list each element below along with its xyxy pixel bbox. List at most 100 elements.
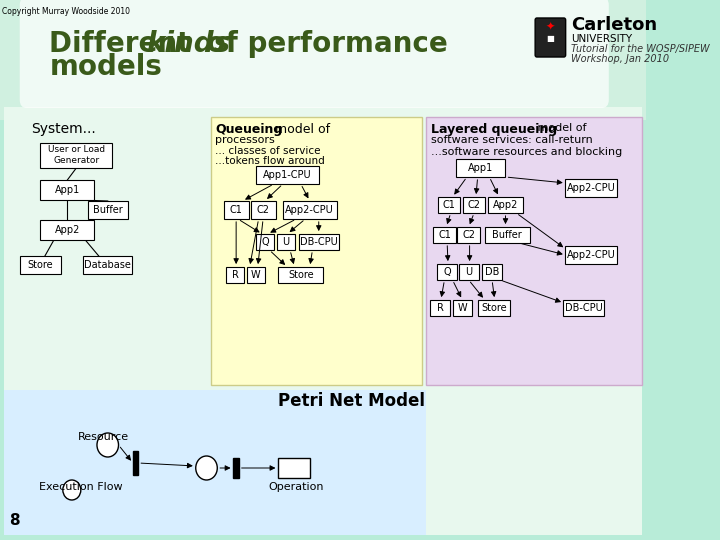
FancyBboxPatch shape <box>4 390 426 535</box>
FancyBboxPatch shape <box>453 300 472 316</box>
Text: processors: processors <box>215 135 275 145</box>
Text: model of: model of <box>271 123 330 136</box>
Text: Tutorial for the WOSP/SIPEW: Tutorial for the WOSP/SIPEW <box>571 44 710 54</box>
Text: ■: ■ <box>546 33 554 43</box>
FancyBboxPatch shape <box>247 267 265 283</box>
Text: Store: Store <box>27 260 53 270</box>
FancyBboxPatch shape <box>299 234 339 250</box>
Text: Carleton: Carleton <box>571 16 657 34</box>
FancyBboxPatch shape <box>256 234 274 250</box>
Text: C1: C1 <box>443 200 455 210</box>
Text: kinds: kinds <box>146 30 230 58</box>
Text: software services: call-return: software services: call-return <box>431 135 593 145</box>
Text: Q: Q <box>444 267 451 277</box>
Text: Store: Store <box>288 270 314 280</box>
FancyBboxPatch shape <box>482 264 502 280</box>
FancyBboxPatch shape <box>211 117 422 385</box>
Text: User or Load
Generator: User or Load Generator <box>48 145 105 165</box>
FancyBboxPatch shape <box>256 166 319 184</box>
Text: C2: C2 <box>256 205 269 215</box>
Text: ...tokens flow around: ...tokens flow around <box>215 156 325 166</box>
FancyBboxPatch shape <box>485 227 530 243</box>
FancyBboxPatch shape <box>88 201 128 219</box>
Text: App2-CPU: App2-CPU <box>285 205 334 215</box>
Text: U: U <box>465 267 472 277</box>
Text: Database: Database <box>84 260 131 270</box>
Text: App2-CPU: App2-CPU <box>567 183 615 193</box>
Text: Operation: Operation <box>269 482 324 492</box>
Text: DB-CPU: DB-CPU <box>300 237 338 247</box>
FancyBboxPatch shape <box>224 201 248 219</box>
Text: Q: Q <box>261 237 269 247</box>
FancyBboxPatch shape <box>463 197 485 213</box>
FancyBboxPatch shape <box>279 458 310 478</box>
FancyBboxPatch shape <box>478 300 510 316</box>
Text: App1: App1 <box>468 163 493 173</box>
Text: Workshop, Jan 2010: Workshop, Jan 2010 <box>571 54 669 64</box>
Circle shape <box>97 433 119 457</box>
Text: UNIVERSITY: UNIVERSITY <box>571 34 632 44</box>
FancyBboxPatch shape <box>4 107 642 535</box>
Text: Store: Store <box>481 303 507 313</box>
FancyBboxPatch shape <box>40 143 112 167</box>
Text: ✦: ✦ <box>546 22 555 32</box>
Text: Buffer: Buffer <box>492 230 522 240</box>
Text: DB: DB <box>485 267 499 277</box>
Text: Execution Flow: Execution Flow <box>39 482 122 492</box>
FancyBboxPatch shape <box>487 197 523 213</box>
FancyBboxPatch shape <box>279 267 323 283</box>
FancyBboxPatch shape <box>456 159 505 177</box>
Text: R: R <box>232 270 239 280</box>
Text: W: W <box>458 303 467 313</box>
Text: C2: C2 <box>467 200 480 210</box>
FancyBboxPatch shape <box>437 264 457 280</box>
Text: models: models <box>50 53 162 81</box>
FancyBboxPatch shape <box>83 256 132 274</box>
Text: App1-CPU: App1-CPU <box>263 170 312 180</box>
Text: C1: C1 <box>438 230 451 240</box>
Text: App1: App1 <box>55 185 80 195</box>
Text: DB-CPU: DB-CPU <box>564 303 603 313</box>
Circle shape <box>63 480 81 500</box>
FancyBboxPatch shape <box>251 201 276 219</box>
Text: ... classes of service: ... classes of service <box>215 146 321 156</box>
FancyBboxPatch shape <box>457 227 480 243</box>
Circle shape <box>196 456 217 480</box>
Text: Copyright Murray Woodside 2010: Copyright Murray Woodside 2010 <box>1 7 130 16</box>
Text: of performance: of performance <box>197 30 447 58</box>
FancyBboxPatch shape <box>20 256 60 274</box>
FancyBboxPatch shape <box>19 0 609 108</box>
Text: Resource: Resource <box>78 432 129 442</box>
Text: Layered queueing: Layered queueing <box>431 123 557 136</box>
Text: C2: C2 <box>462 230 475 240</box>
FancyBboxPatch shape <box>233 458 239 478</box>
Text: C1: C1 <box>230 205 243 215</box>
FancyBboxPatch shape <box>226 267 244 283</box>
FancyBboxPatch shape <box>564 246 617 264</box>
Text: Petri Net Model: Petri Net Model <box>279 392 426 410</box>
Text: Buffer: Buffer <box>93 205 122 215</box>
FancyBboxPatch shape <box>276 234 294 250</box>
Text: W: W <box>251 270 261 280</box>
FancyBboxPatch shape <box>40 180 94 200</box>
FancyBboxPatch shape <box>426 117 642 385</box>
FancyBboxPatch shape <box>535 18 566 57</box>
Text: App2: App2 <box>492 200 518 210</box>
FancyBboxPatch shape <box>133 451 138 475</box>
Text: Different: Different <box>50 30 200 58</box>
FancyBboxPatch shape <box>40 220 94 240</box>
Text: App2-CPU: App2-CPU <box>567 250 615 260</box>
FancyBboxPatch shape <box>0 0 655 120</box>
FancyBboxPatch shape <box>438 197 460 213</box>
Text: App2: App2 <box>55 225 80 235</box>
Text: System...: System... <box>32 122 96 136</box>
Text: model of: model of <box>534 123 587 133</box>
FancyBboxPatch shape <box>564 300 604 316</box>
FancyBboxPatch shape <box>433 227 456 243</box>
Text: 8: 8 <box>9 513 19 528</box>
Text: ...software resources and blocking: ...software resources and blocking <box>431 147 622 157</box>
Text: U: U <box>282 237 289 247</box>
FancyBboxPatch shape <box>283 201 337 219</box>
FancyBboxPatch shape <box>564 179 617 197</box>
Text: Queueing: Queueing <box>215 123 283 136</box>
